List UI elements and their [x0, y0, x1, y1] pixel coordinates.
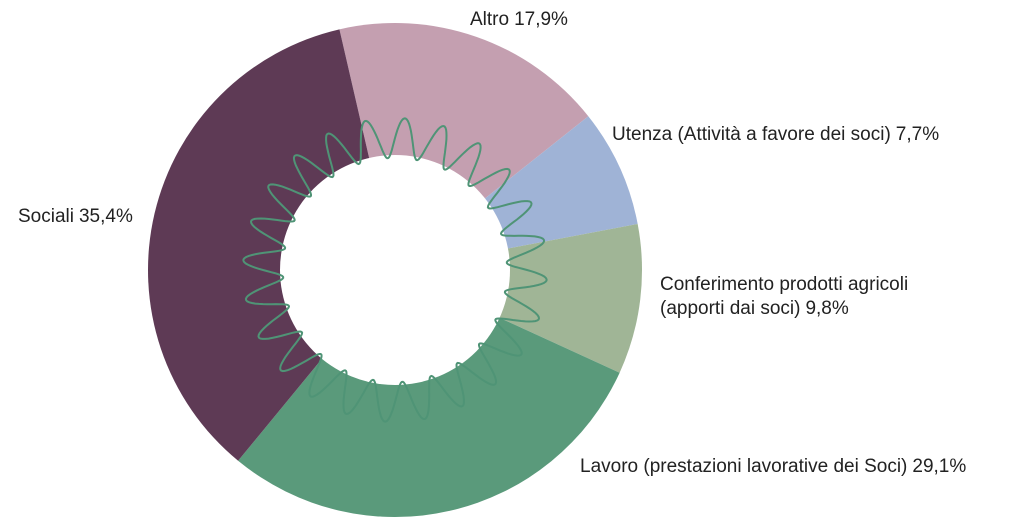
category-label: Conferimento prodotti agricoli (apporti … [660, 274, 908, 319]
category-label: Utenza (Attività a favore dei soci) [612, 124, 891, 145]
donut-hole [280, 155, 510, 385]
category-label: Sociali [18, 206, 74, 227]
slice-label: Utenza (Attività a favore dei soci)7,7% [612, 123, 1012, 147]
category-label: Altro [470, 9, 509, 30]
value-label: 7,7% [896, 124, 939, 145]
value-label: 35,4% [79, 206, 133, 227]
chart: Altro17,9% Utenza (Attività a favore dei … [0, 0, 1024, 517]
slice-label: Conferimento prodotti agricoli (apporti … [660, 273, 960, 321]
value-label: 29,1% [912, 456, 966, 477]
category-label: Lavoro (prestazioni lavorative dei Soci) [580, 456, 907, 477]
chart-canvas [0, 0, 1024, 517]
value-label: 17,9% [514, 9, 568, 30]
slice-label: Lavoro (prestazioni lavorative dei Soci)… [580, 455, 1020, 479]
value-label: 9,8% [805, 298, 848, 319]
